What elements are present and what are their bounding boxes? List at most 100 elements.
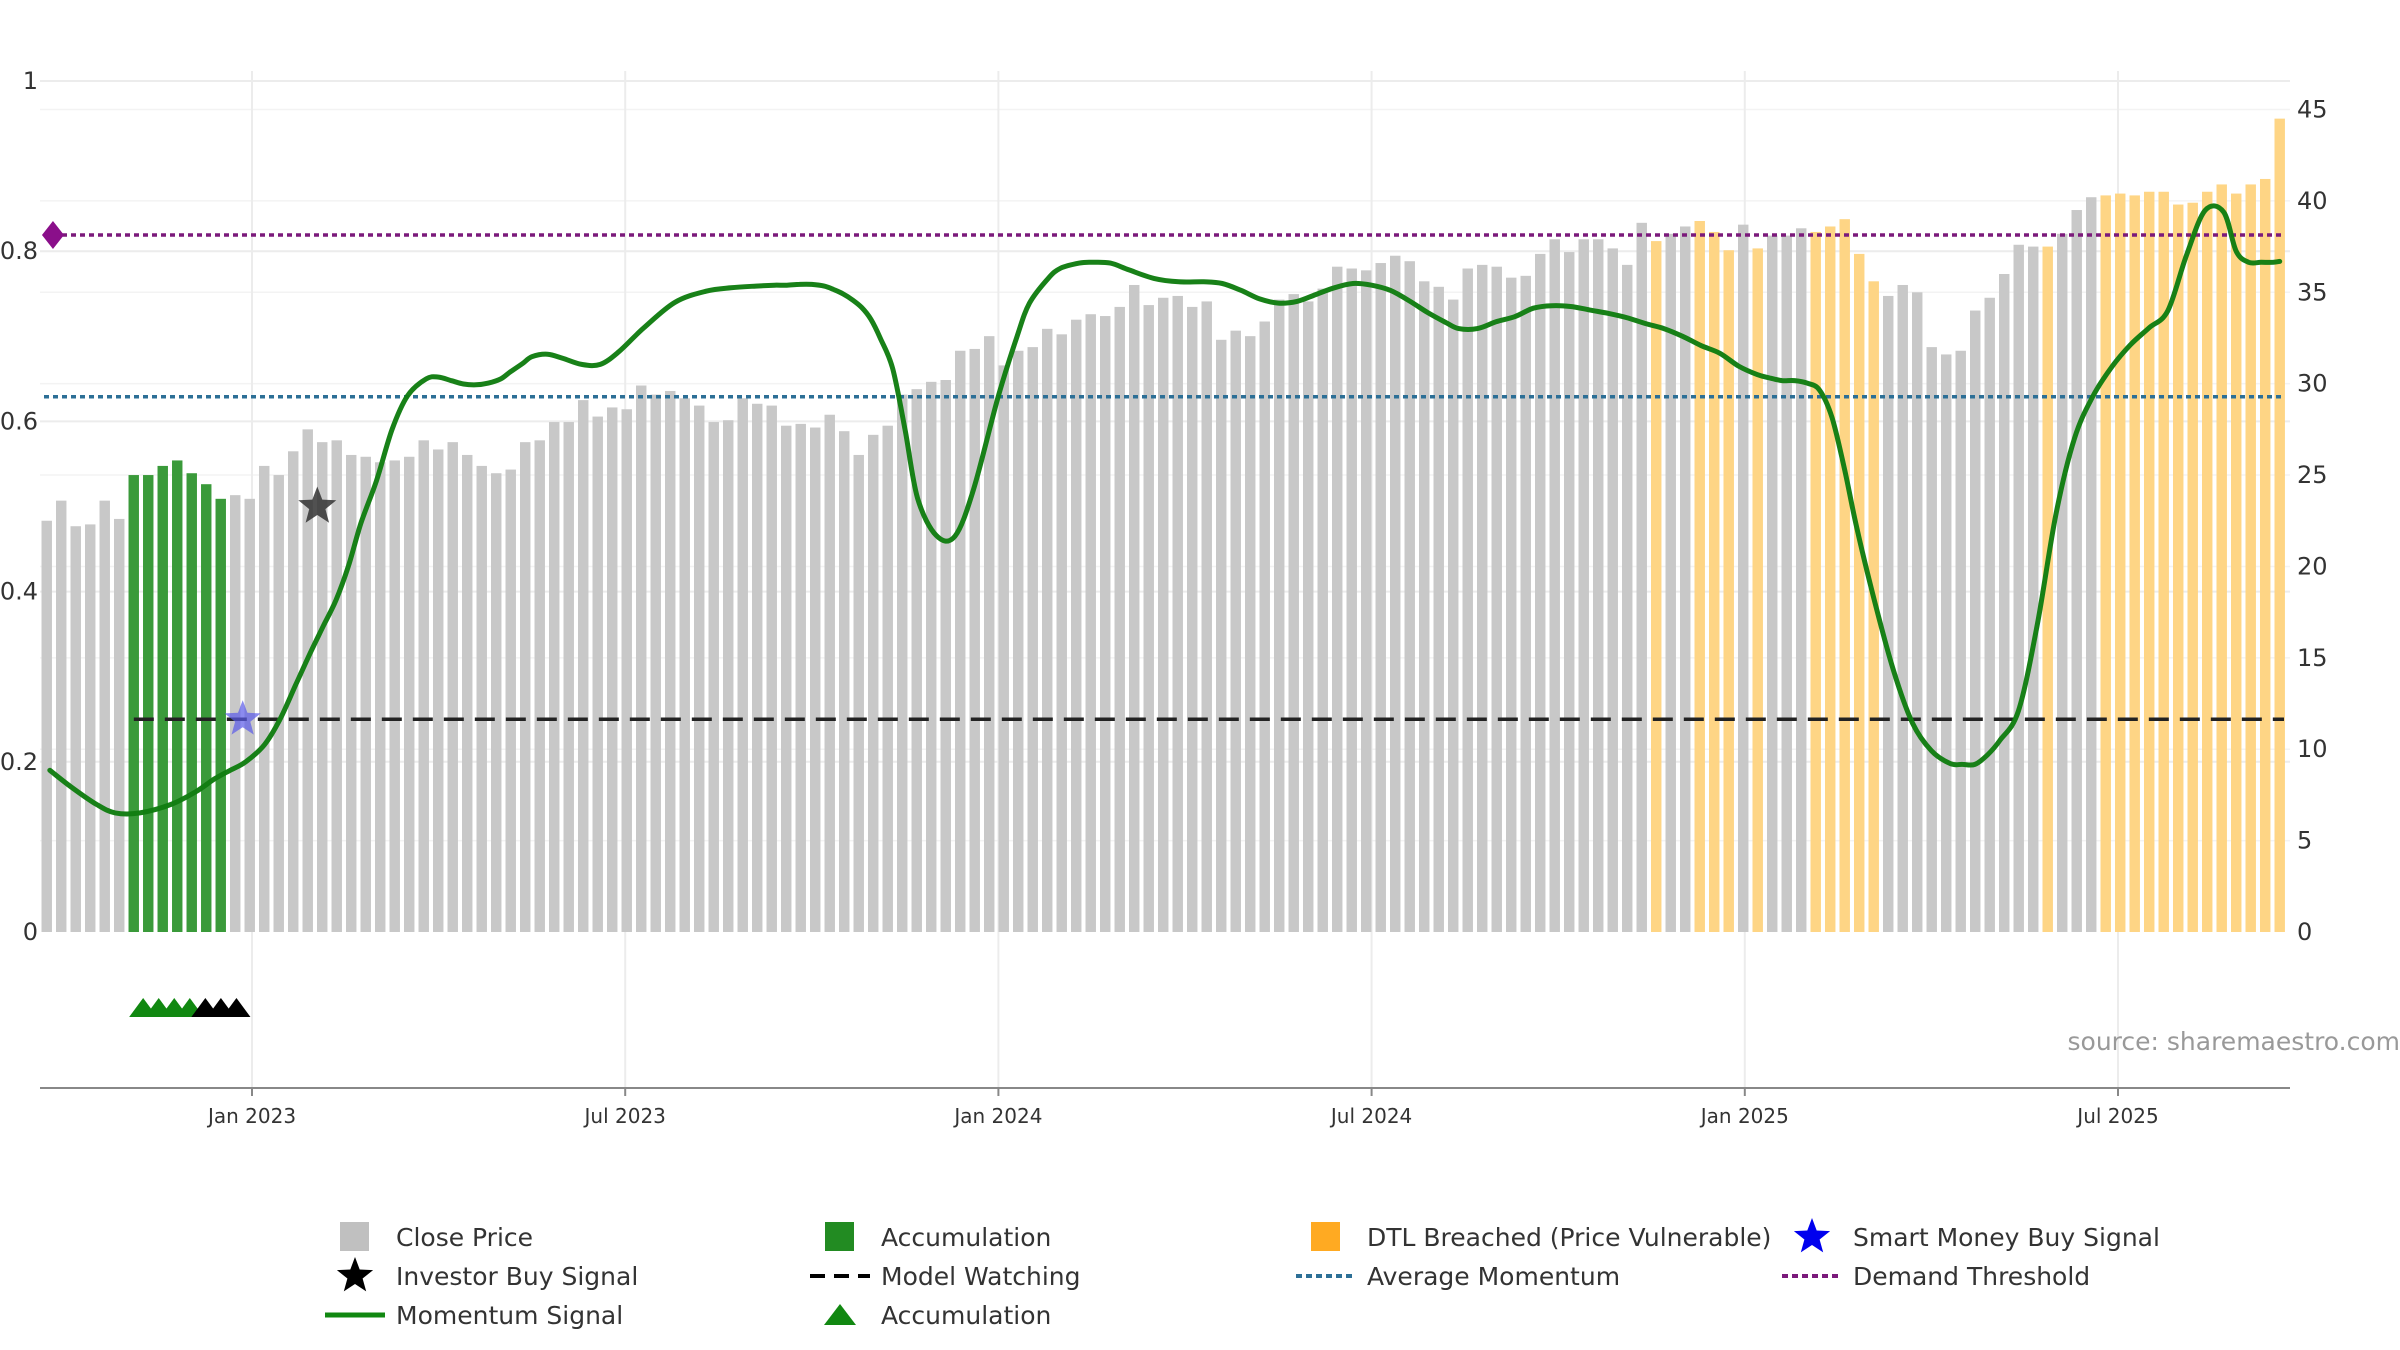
close-price-bar [1114,306,1125,932]
legend-item: Smart Money Buy Signal [1793,1218,2160,1253]
close-price-bar [41,520,52,932]
close-price-bar [607,407,618,933]
close-price-bar [578,400,589,932]
close-price-bar [389,460,400,932]
momentum-signal [47,203,2283,817]
close-price-bar [1100,316,1111,932]
close-price-bar [1274,299,1285,933]
price-bars [41,118,2285,933]
close-price-bar [679,398,690,932]
dtl-breached-bar [2245,184,2256,932]
close-price-bar [940,380,951,932]
close-price-bar [331,440,342,932]
close-price-bar [1636,222,1647,933]
legend-item: Model Watching [810,1262,1081,1291]
close-price-bar [621,409,632,932]
close-price-bar [1201,301,1212,933]
close-price-bar [433,449,444,932]
close-price-bar [1897,284,1908,932]
close-price-bar [1332,266,1343,932]
x-axis-tick-label: Jul 2025 [2075,1104,2158,1128]
dtl-breached-bar [2158,191,2169,932]
dtl-breached-bar [1694,220,1705,932]
close-price-bar [1781,235,1792,932]
close-price-bar [2013,244,2024,932]
close-price-bar [1303,301,1314,933]
close-price-bar [1926,347,1937,933]
close-price-bar [1187,306,1198,932]
close-price-bar [505,469,516,932]
close-price-bar [969,348,980,932]
close-price-bar [1593,239,1604,932]
close-price-bar [868,434,879,932]
dtl-breached-bar [1752,248,1763,932]
dtl-breached-bar [2187,202,2198,932]
legend-star-icon [1793,1218,1831,1253]
dtl-breached-bar [1723,250,1734,932]
close-price-bar [491,473,502,932]
model-watching-triangle [222,998,251,1017]
close-price-bar [1796,228,1807,933]
close-price-bar [1216,339,1227,932]
close-price-bar [737,398,748,932]
close-price-bar [955,350,966,932]
close-price-bar [1419,281,1430,932]
close-price-bar [882,425,893,932]
close-price-bar [1390,255,1401,932]
close-price-bar [592,416,603,933]
close-price-bar [1129,284,1140,932]
legend-label: Investor Buy Signal [396,1262,638,1291]
x-axis-tick-label: Jul 2023 [583,1104,666,1128]
left-axis-tick: 0.6 [0,407,38,435]
left-axis-tick: 0 [23,918,38,946]
legend-label: Demand Threshold [1853,1262,2090,1291]
legend-label: Average Momentum [1367,1262,1620,1291]
close-price-bar [404,456,415,932]
close-price-bar [723,420,734,932]
close-price-bar [1883,295,1894,932]
close-price-bar [1941,354,1952,932]
left-axis-tick: 0.2 [0,748,38,776]
x-axis-tick-label: Jan 2023 [206,1104,296,1128]
left-axis-tick: 0.4 [0,578,38,606]
close-price-bar [1027,347,1038,933]
close-price-bar [1984,297,1995,932]
close-price-bar [1375,263,1386,932]
close-price-bar [926,381,937,933]
accumulation-bar [215,498,226,932]
dtl-breached-bar [1651,241,1662,933]
close-price-bar [2086,197,2097,932]
legend-item: Average Momentum [1296,1262,1620,1291]
close-price-bar [1317,288,1328,933]
close-price-bar [1520,275,1531,933]
close-price-bar [1056,334,1067,933]
close-price-bar [317,442,328,932]
x-axis-tick-label: Jan 2025 [1699,1104,1789,1128]
close-price-bar [708,422,719,932]
right-axis-tick: 10 [2297,735,2328,763]
right-axis-tick: 45 [2297,96,2328,124]
close-price-bar [1042,328,1053,932]
close-price-bar [462,454,473,932]
dtl-breached-bar [2202,191,2213,932]
legend-item: Momentum Signal [325,1301,623,1330]
grid-lines [40,71,2290,1088]
momentum-line [47,203,2283,817]
close-price-bar [1535,253,1546,933]
close-price-bar [694,405,705,933]
close-price-bar [1346,268,1357,932]
close-price-bar [1462,268,1473,932]
close-price-bar [1361,270,1372,932]
close-price-bar [1172,295,1183,932]
dtl-breached-bar [2129,195,2140,933]
dtl-breached-bar [2274,118,2285,932]
close-price-bar [650,394,661,933]
legend-label: Momentum Signal [396,1301,623,1330]
close-price-bar [418,440,429,932]
close-price-bar [259,465,270,932]
dtl-breached-bar [1854,253,1865,933]
legend-item: Accumulation [825,1222,1051,1252]
close-price-bar [1955,350,1966,932]
